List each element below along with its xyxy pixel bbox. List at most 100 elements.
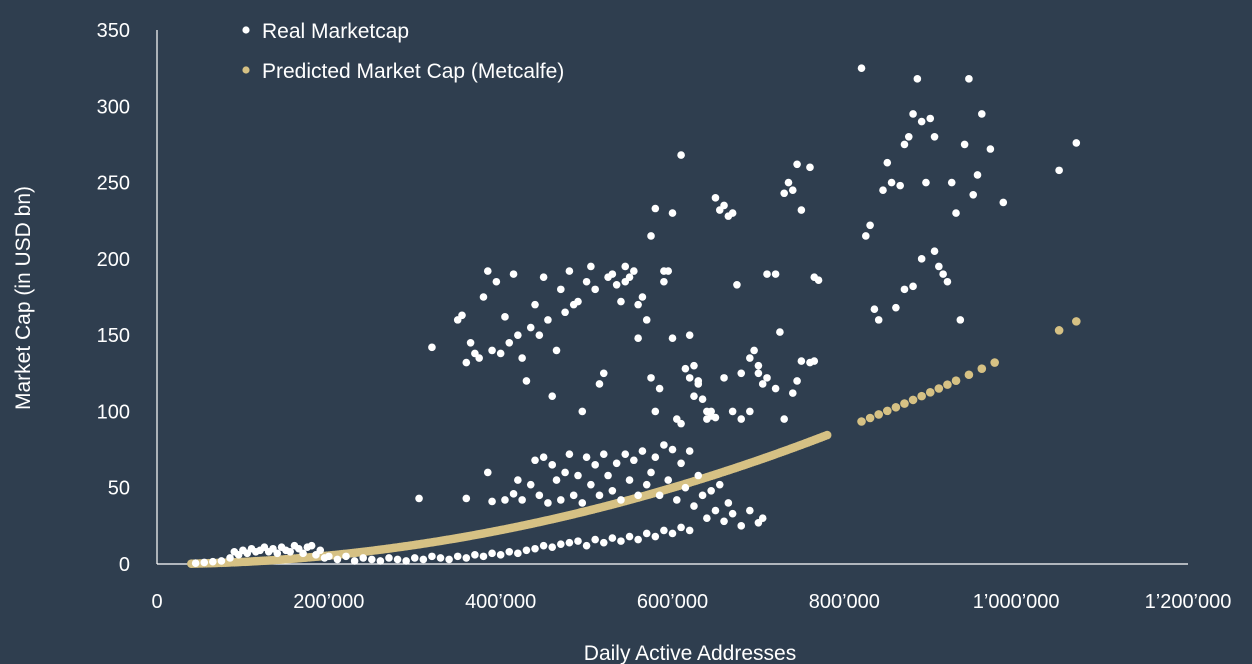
- real-point: [634, 300, 642, 309]
- real-point: [922, 178, 930, 187]
- real-point: [750, 346, 758, 355]
- real-point: [462, 358, 471, 367]
- real-point: [552, 346, 561, 355]
- real-point: [539, 273, 548, 281]
- real-point: [350, 557, 359, 565]
- real-point: [642, 480, 651, 489]
- real-point: [582, 277, 591, 286]
- real-point: [887, 178, 896, 187]
- real-point: [505, 338, 514, 347]
- predicted-point: [1072, 317, 1081, 326]
- real-point: [763, 270, 771, 278]
- real-point: [466, 338, 475, 347]
- real-point: [668, 209, 677, 217]
- real-point: [763, 374, 771, 382]
- real-point: [900, 285, 909, 294]
- real-point: [879, 186, 887, 194]
- real-point: [660, 267, 668, 275]
- predicted-point: [822, 430, 832, 440]
- real-point: [737, 369, 746, 378]
- real-point: [595, 491, 604, 500]
- real-point: [445, 555, 453, 564]
- real-point: [698, 395, 707, 404]
- real-point: [677, 459, 685, 468]
- x-tick-label: 400’000: [465, 591, 536, 613]
- real-point: [552, 476, 561, 484]
- x-tick-label: 200’000: [293, 591, 364, 613]
- real-point: [565, 267, 574, 275]
- y-tick-label: 350: [97, 20, 130, 42]
- real-point: [569, 491, 578, 500]
- real-point: [496, 349, 505, 358]
- real-point: [634, 334, 642, 342]
- real-point: [917, 255, 926, 263]
- real-point: [531, 544, 539, 553]
- real-point: [548, 392, 557, 400]
- real-point: [501, 313, 509, 321]
- real-point: [642, 316, 651, 324]
- real-point: [642, 529, 651, 538]
- real-point: [986, 145, 995, 153]
- real-point: [630, 267, 638, 275]
- real-point: [226, 554, 234, 562]
- predicted-point: [943, 380, 952, 389]
- y-tick-label: 150: [97, 325, 130, 347]
- real-point: [672, 496, 681, 504]
- predicted-point: [917, 391, 926, 401]
- real-point: [462, 494, 471, 503]
- real-point: [531, 300, 539, 309]
- real-point: [883, 158, 892, 167]
- real-point: [591, 461, 599, 469]
- real-point: [707, 407, 715, 416]
- real-point: [939, 270, 947, 278]
- real-point: [621, 262, 630, 271]
- real-point: [617, 496, 625, 504]
- real-point: [625, 532, 634, 541]
- real-point: [797, 357, 806, 365]
- real-point: [514, 476, 522, 484]
- real-point: [685, 374, 694, 382]
- real-point: [599, 450, 608, 458]
- real-point: [608, 270, 617, 278]
- real-point: [917, 117, 926, 126]
- real-point: [415, 494, 423, 503]
- real-point: [479, 552, 488, 561]
- real-point: [956, 316, 965, 324]
- real-point: [612, 280, 621, 289]
- y-axis-title: Market Cap (in USD bn): [12, 186, 35, 410]
- real-point: [909, 282, 917, 291]
- real-point: [591, 285, 599, 294]
- real-point: [514, 331, 522, 339]
- real-point: [677, 419, 685, 428]
- real-point: [999, 198, 1008, 207]
- real-point: [518, 496, 526, 504]
- real-point: [814, 276, 823, 285]
- real-point: [488, 497, 496, 506]
- real-point: [548, 543, 557, 552]
- legend: Real Marketcap Predicted Market Cap (Metc…: [242, 20, 564, 83]
- real-point: [458, 311, 466, 320]
- real-point: [930, 133, 939, 141]
- real-point: [565, 450, 574, 458]
- real-point: [754, 369, 763, 378]
- real-point: [892, 303, 900, 312]
- real-point: [978, 110, 986, 118]
- real-point: [591, 535, 599, 544]
- real-point: [862, 232, 870, 240]
- real-point: [728, 509, 737, 518]
- real-point: [488, 549, 496, 558]
- real-point: [728, 407, 737, 416]
- real-point: [724, 499, 733, 507]
- real-point: [393, 555, 402, 564]
- real-point: [904, 133, 913, 141]
- real-point: [857, 64, 866, 72]
- real-point: [617, 537, 625, 545]
- real-point: [737, 522, 746, 530]
- real-point: [557, 540, 565, 548]
- real-point: [896, 181, 904, 190]
- real-point: [367, 555, 376, 564]
- predicted-point: [925, 388, 935, 397]
- real-point: [501, 496, 509, 504]
- real-point: [685, 526, 694, 535]
